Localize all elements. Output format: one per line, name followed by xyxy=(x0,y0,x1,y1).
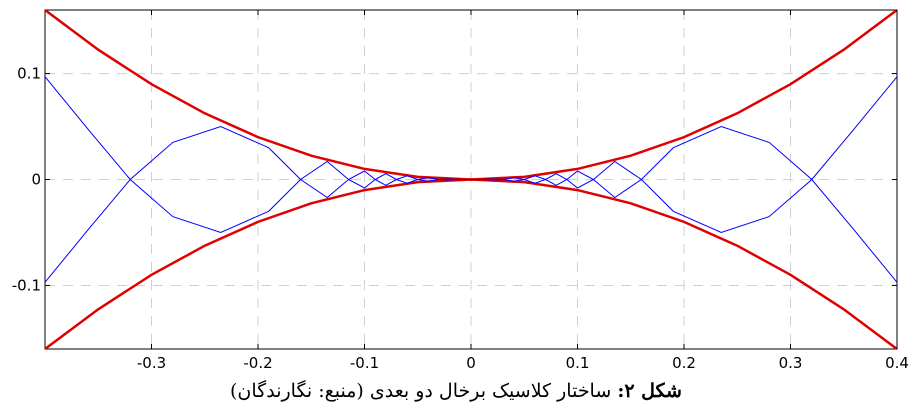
caption-label: شکل ۲: xyxy=(617,380,682,402)
x-tick-label-7: 0.4 xyxy=(885,354,909,372)
y-tick-label-1: 0 xyxy=(31,171,41,189)
figure-caption: شکل ۲: ساختار کلاسیک برخال دو بعدی (منبع… xyxy=(0,380,912,402)
x-tick-label-3: 0 xyxy=(466,354,476,372)
grid xyxy=(45,10,897,349)
y-tick-label-0: -0.1 xyxy=(12,276,41,294)
x-tick-label-5: 0.2 xyxy=(672,354,696,372)
oscillation-mirror-line xyxy=(44,76,898,283)
chart: -0.3 -0.2 -0.1 0 0.1 0.2 0.3 0.4 -0.1 0 0.1 xyxy=(12,8,909,372)
y-tick-label-2: 0.1 xyxy=(17,65,41,83)
x-tick-label-1: -0.2 xyxy=(243,354,272,372)
x-tick-label-4: 0.1 xyxy=(566,354,590,372)
x-tick-label-6: 0.3 xyxy=(779,354,803,372)
caption-text: ساختار کلاسیک برخال دو بعدی (منبع: نگارن… xyxy=(230,380,618,402)
series-group xyxy=(44,8,898,351)
x-tick-label-0: -0.3 xyxy=(137,354,166,372)
tick-group: -0.3 -0.2 -0.1 0 0.1 0.2 0.3 0.4 -0.1 0 0.1 xyxy=(12,10,909,372)
x-tick-label-2: -0.1 xyxy=(350,354,379,372)
